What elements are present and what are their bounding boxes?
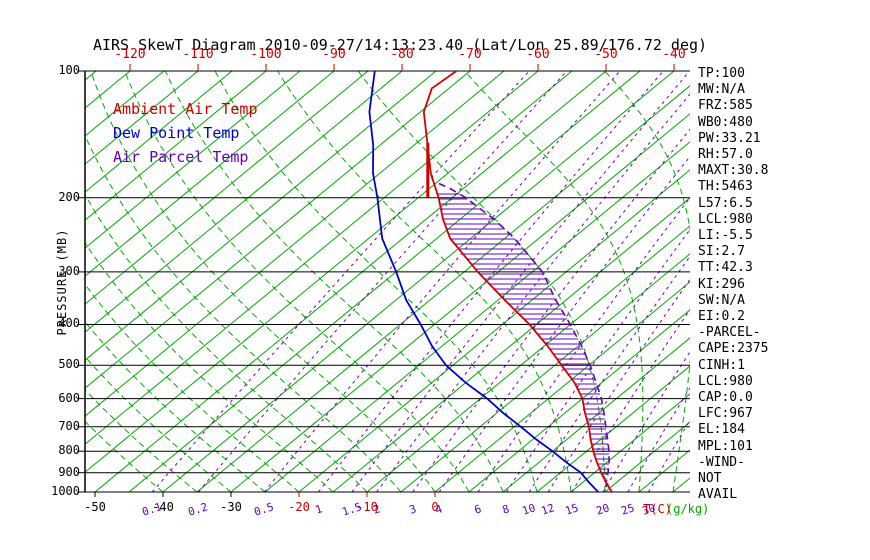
stats-line: NOT: [698, 471, 722, 487]
pressure-axis-title: PRESSURE (MB): [55, 228, 69, 336]
bottom-temp-label: -10: [356, 500, 378, 514]
stats-line: RH:57.0: [698, 147, 753, 163]
stats-line: EI:0.2: [698, 309, 745, 325]
pressure-tick-label: 600: [58, 390, 80, 405]
stats-line: AVAIL: [698, 487, 738, 503]
mixing-ratio-unit-label: (g/kg): [666, 502, 710, 516]
bottom-temp-label: -40: [152, 500, 174, 514]
top-temp-label: -50: [594, 47, 618, 62]
top-temp-label: -70: [458, 47, 482, 62]
pressure-tick-label: 500: [58, 357, 80, 372]
cape-hatch-area: [437, 193, 610, 480]
legend-dew-point-temp: Dew Point Temp: [113, 124, 240, 142]
stats-line: L57:6.5: [698, 195, 753, 211]
stats-line: LCL:980: [698, 211, 753, 227]
stats-line: SI:2.7: [698, 244, 745, 260]
stats-line: CAP:0.0: [698, 390, 753, 406]
bottom-temp-label: 0: [431, 500, 439, 514]
stats-line: EL:184: [698, 422, 745, 438]
stats-line: CINH:1: [698, 357, 745, 373]
stats-line: TT:42.3: [698, 260, 753, 276]
isotherm-lines: [85, 71, 690, 492]
stats-line: -WIND-: [698, 454, 745, 470]
top-temp-label: -80: [390, 47, 414, 62]
stats-panel: TP:100 MW:N/A FRZ:585 WB0:480 PW:33.21 RH:57.…: [698, 66, 768, 503]
pressure-tick-label: 400: [58, 316, 80, 331]
top-temp-label: -60: [526, 47, 550, 62]
bottom-temp-label: -50: [84, 500, 106, 514]
pressure-tick-label: 100: [58, 63, 80, 77]
stats-line: FRZ:585: [698, 98, 753, 114]
stats-line: MAXT:30.8: [698, 163, 769, 179]
top-temp-label: -90: [322, 47, 346, 62]
stats-line: PW:33.21: [698, 130, 761, 146]
stats-line: LFC:967: [698, 406, 753, 422]
stats-line: LCL:980: [698, 373, 753, 389]
stats-line: MPL:101: [698, 438, 753, 454]
chart-title: AIRS SkewT Diagram 2010-09-27/14:13:23.4…: [92, 36, 708, 54]
bottom-temp-label: -30: [220, 500, 242, 514]
stats-line: KI:296: [698, 276, 745, 292]
dew-point-curve: [368, 71, 599, 492]
stats-line: LI:-5.5: [698, 228, 753, 244]
top-temp-label: -40: [662, 47, 686, 62]
pressure-tick-label: 800: [58, 443, 80, 458]
top-temp-label: -110: [182, 47, 214, 62]
stats-line: -PARCEL-: [698, 325, 761, 341]
pressure-tick-label: 200: [58, 189, 80, 204]
parcel-temp-curve: [438, 182, 610, 492]
legend-air-parcel-temp: Air Parcel Temp: [113, 148, 249, 166]
legend-ambient-air-temp: Ambient Air Temp: [113, 100, 258, 118]
stats-line: TH:5463: [698, 179, 753, 195]
pressure-tick-label: 1000: [51, 484, 80, 498]
top-temp-label: -120: [114, 47, 146, 62]
stats-line: CAPE:2375: [698, 341, 769, 357]
pressure-tick-label: 300: [58, 263, 80, 278]
pressure-tick-label: 700: [58, 418, 80, 433]
moist-adiabat-lines: [85, 71, 690, 492]
stats-line: TP:100: [698, 66, 745, 81]
stats-line: SW:N/A: [698, 292, 745, 308]
bottom-temp-label: -20: [288, 500, 310, 514]
pressure-tick-label: 900: [58, 464, 80, 479]
mixing-ratio-lines: [151, 71, 690, 492]
stats-line: MW:N/A: [698, 82, 745, 98]
ambient-temp-curve: [422, 71, 613, 492]
stats-line: WB0:480: [698, 114, 753, 130]
temp-unit-label: T(C): [643, 502, 672, 516]
top-temp-label: -100: [250, 47, 282, 62]
